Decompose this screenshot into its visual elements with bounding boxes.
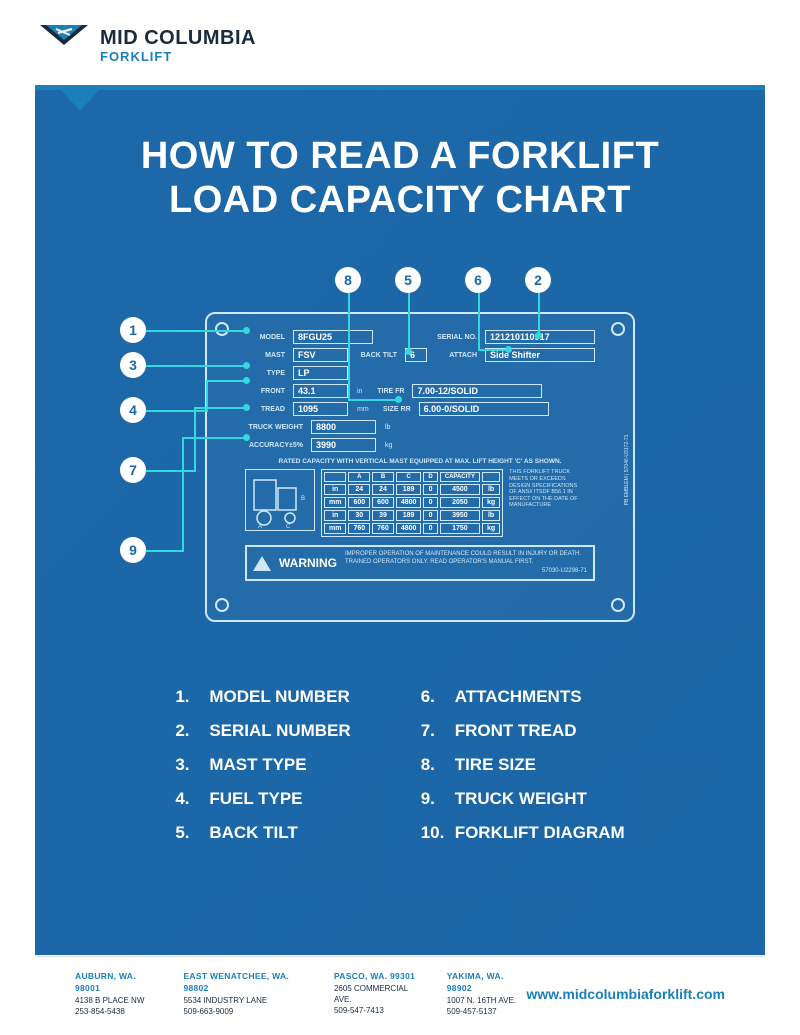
hero: HOW TO READ A FORKLIFT LOAD CAPACITY CHA… bbox=[35, 85, 765, 955]
plate-type: LP bbox=[293, 366, 348, 380]
plate-tread: 1095 bbox=[293, 402, 348, 416]
badge-3: 3 bbox=[120, 352, 146, 378]
page-title: HOW TO READ A FORKLIFT LOAD CAPACITY CHA… bbox=[75, 135, 725, 222]
brand-main: MID COLUMBIA bbox=[100, 28, 256, 48]
website-link[interactable]: www.midcolumbiaforklift.com bbox=[526, 986, 725, 1002]
capacity-note: THIS FORKLIFT TRUCK MEETS OR EXCEEDS DES… bbox=[509, 469, 579, 537]
diagram: 1 3 4 7 9 8 5 6 2 bbox=[75, 257, 725, 657]
legend-item: 7.FRONT TREAD bbox=[421, 721, 625, 741]
plate-mast: FSV bbox=[293, 348, 348, 362]
legend-item: 3.MAST TYPE bbox=[175, 755, 350, 775]
plate-tire-fr: 7.00-12/SOLID bbox=[412, 384, 542, 398]
header: MID COLUMBIA FORKLIFT bbox=[0, 0, 800, 75]
location: AUBURN, WA. 980014138 B PLACE NW253-854-… bbox=[75, 971, 158, 1017]
location: EAST WENATCHEE, WA. 988025534 INDUSTRY L… bbox=[183, 971, 309, 1017]
capacity-table: ABCDCAPACITYin242418904500lbmm6006004800… bbox=[321, 469, 503, 537]
warning-box: WARNING IMPROPER OPERATION OF MAINTENANC… bbox=[245, 545, 595, 581]
plate-front: 43.1 bbox=[293, 384, 348, 398]
badge-8: 8 bbox=[335, 267, 361, 293]
legend-item: 4.FUEL TYPE bbox=[175, 789, 350, 809]
plate-size-rr: 6.00-0/SOLID bbox=[419, 402, 549, 416]
legend-item: 5.BACK TILT bbox=[175, 823, 350, 843]
legend-item: 6.ATTACHMENTS bbox=[421, 687, 625, 707]
svg-text:C: C bbox=[286, 524, 291, 530]
plate-side-code: PB EMBLEM | 57046-U3172-71 bbox=[624, 435, 630, 506]
svg-text:B: B bbox=[301, 496, 305, 502]
legend-item: 10.FORKLIFT DIAGRAM bbox=[421, 823, 625, 843]
plate-weight-lb: 8800 bbox=[311, 420, 376, 434]
legend: 1.MODEL NUMBER 2.SERIAL NUMBER 3.MAST TYPE… bbox=[75, 687, 725, 843]
legend-item: 8.TIRE SIZE bbox=[421, 755, 625, 775]
logo-icon bbox=[40, 25, 88, 65]
badge-2: 2 bbox=[525, 267, 551, 293]
forklift-diagram-icon: A C B bbox=[245, 469, 315, 531]
svg-text:A: A bbox=[258, 524, 262, 530]
warning-icon bbox=[253, 556, 271, 571]
capacity-title: RATED CAPACITY WITH VERTICAL MAST EQUIPP… bbox=[245, 458, 595, 465]
badge-6: 6 bbox=[465, 267, 491, 293]
badge-9: 9 bbox=[120, 537, 146, 563]
warning-text: IMPROPER OPERATION OF MAINTENANCE COULD … bbox=[345, 551, 587, 565]
legend-item: 1.MODEL NUMBER bbox=[175, 687, 350, 707]
location: YAKIMA, WA. 989021007 N. 16TH AVE.509-45… bbox=[447, 971, 527, 1017]
badge-7: 7 bbox=[120, 457, 146, 483]
badge-4: 4 bbox=[120, 397, 146, 423]
title-line1: HOW TO READ A FORKLIFT bbox=[75, 135, 725, 179]
brand-sub: FORKLIFT bbox=[100, 50, 256, 63]
legend-item: 2.SERIAL NUMBER bbox=[175, 721, 350, 741]
plate-model: 8FGU25 bbox=[293, 330, 373, 344]
legend-item: 9.TRUCK WEIGHT bbox=[421, 789, 625, 809]
footer: AUBURN, WA. 980014138 B PLACE NW253-854-… bbox=[35, 956, 765, 1035]
plate-weight-kg: 3990 bbox=[311, 438, 376, 452]
badge-5: 5 bbox=[395, 267, 421, 293]
badge-1: 1 bbox=[120, 317, 146, 343]
warning-code: 57030-U2298-71 bbox=[345, 568, 587, 575]
title-line2: LOAD CAPACITY CHART bbox=[75, 179, 725, 223]
warning-label: WARNING bbox=[279, 556, 337, 570]
location: PASCO, WA. 993012605 COMMERCIAL AVE.509-… bbox=[334, 971, 422, 1017]
data-plate: PB EMBLEM | 57046-U3172-71 MODEL 8FGU25 … bbox=[205, 312, 635, 622]
